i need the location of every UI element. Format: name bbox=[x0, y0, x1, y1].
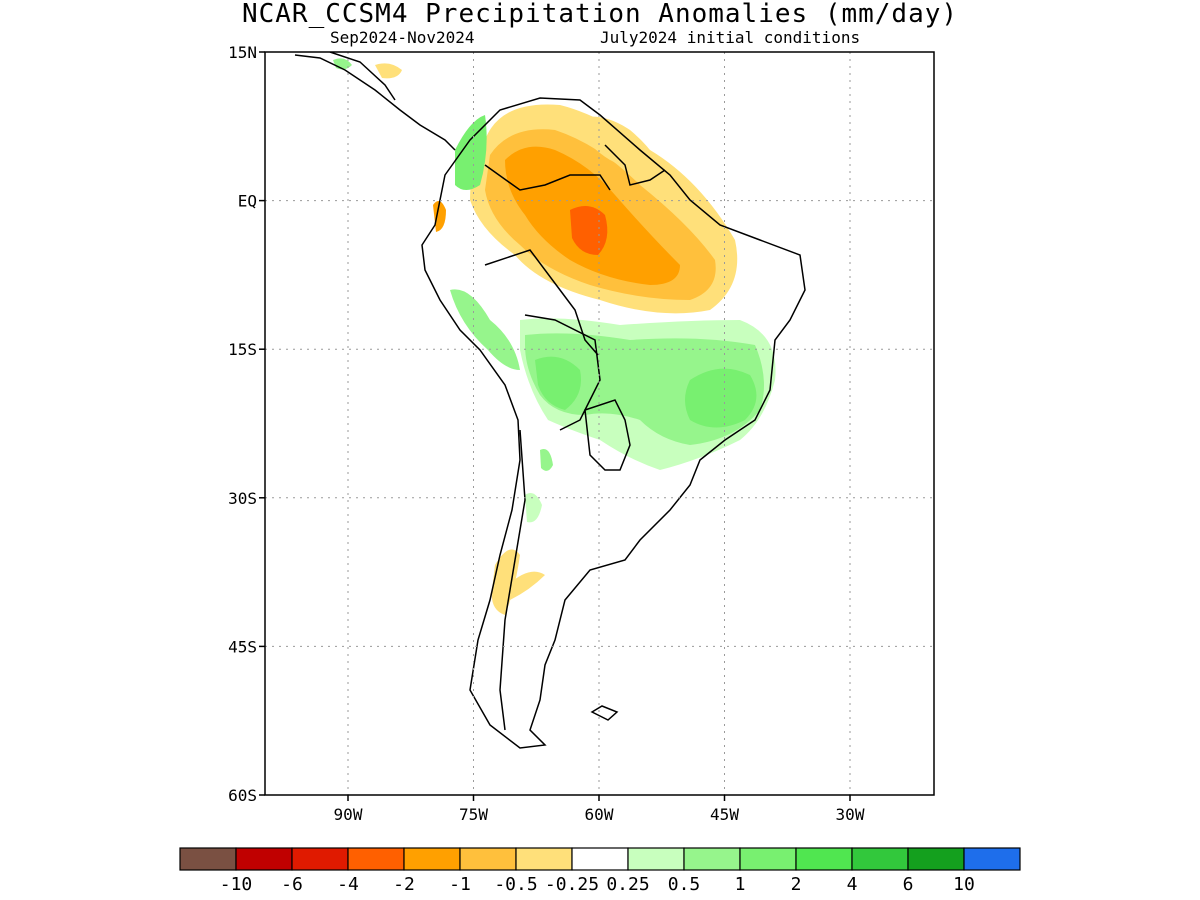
lat-tick-label: 45S bbox=[228, 637, 257, 656]
colorbar-swatch bbox=[571, 847, 629, 871]
wet-anomaly-uruguay bbox=[540, 449, 553, 471]
coastlines bbox=[294, 52, 806, 749]
lon-tick-label: 90W bbox=[334, 805, 363, 824]
lat-tick-label: 30S bbox=[228, 489, 257, 508]
dry-anomaly-central-america bbox=[375, 63, 402, 79]
lat-tick-label: 60S bbox=[228, 786, 257, 805]
colorbar-label: -0.25 bbox=[545, 874, 599, 895]
colorbar-swatch bbox=[179, 847, 237, 871]
colorbar-label: -1 bbox=[449, 874, 471, 895]
dry-anomaly-ecuador bbox=[433, 201, 446, 232]
colorbar-swatch bbox=[347, 847, 405, 871]
colorbar-label: 0.25 bbox=[606, 874, 649, 895]
colorbar-label: -2 bbox=[393, 874, 415, 895]
lat-tick-label: 15S bbox=[228, 340, 257, 359]
anomaly-shading bbox=[333, 58, 776, 615]
lat-tick-label: 15N bbox=[228, 43, 257, 62]
chart-title: NCAR_CCSM4 Precipitation Anomalies (mm/d… bbox=[241, 0, 959, 29]
lon-tick-label: 75W bbox=[459, 805, 488, 824]
peru-bolivia-border bbox=[484, 249, 599, 356]
wet-anomaly-strong-west bbox=[535, 356, 581, 410]
lat-tick-label: EQ bbox=[238, 192, 257, 211]
wet-anomaly-central-america bbox=[333, 58, 352, 70]
dry-anomaly-peak bbox=[570, 206, 608, 255]
colorbar-label: 6 bbox=[903, 874, 914, 895]
colorbar-label: 0.5 bbox=[668, 874, 701, 895]
paraguay-border bbox=[584, 399, 631, 471]
dry-anomaly-coastal bbox=[575, 116, 665, 180]
argentina-chile-border bbox=[499, 429, 526, 731]
falkland-islands bbox=[590, 705, 619, 721]
brazil-west-border bbox=[524, 314, 601, 431]
colorbar-swatch bbox=[907, 847, 965, 871]
colorbar-label: -0.5 bbox=[494, 874, 537, 895]
wet-anomaly-andes-peru bbox=[450, 289, 520, 370]
initial-conditions: July2024 initial conditions bbox=[600, 28, 861, 47]
colorbar-label: 10 bbox=[953, 874, 975, 895]
colorbar-swatch bbox=[851, 847, 909, 871]
wet-anomaly-strong-east bbox=[685, 368, 757, 428]
colorbar-swatch bbox=[795, 847, 853, 871]
gridlines bbox=[265, 52, 934, 795]
guyana-border bbox=[604, 144, 666, 186]
axis-ticks: 15N EQ 15S 30S 45S 60S 90W 75W 60W 45W 30W bbox=[228, 43, 865, 824]
colorbar-swatch bbox=[459, 847, 517, 871]
wet-anomaly-argentina bbox=[525, 492, 542, 523]
wet-anomaly-colombia bbox=[455, 115, 487, 190]
caribbean-coast bbox=[329, 52, 396, 101]
colorbar-label: -10 bbox=[220, 874, 253, 895]
colorbar-swatch bbox=[963, 847, 1021, 871]
dry-anomaly-chile bbox=[491, 549, 520, 615]
forecast-period: Sep2024-Nov2024 bbox=[330, 28, 475, 47]
lon-tick-label: 60W bbox=[585, 805, 614, 824]
colorbar-swatch bbox=[235, 847, 293, 871]
colorbar-swatch bbox=[515, 847, 573, 871]
colorbar-label: 4 bbox=[847, 874, 858, 895]
colorbar-swatch bbox=[739, 847, 797, 871]
colorbar-label: 2 bbox=[791, 874, 802, 895]
colorbar-label: -6 bbox=[281, 874, 303, 895]
colorbar-label: 1 bbox=[735, 874, 746, 895]
colorbar-swatch bbox=[291, 847, 349, 871]
central-america-coast bbox=[294, 54, 456, 151]
lon-tick-label: 45W bbox=[710, 805, 739, 824]
colorbar: -10 -6 -4 -2 -1 -0.5 -0.25 0.25 0.5 1 2 4 6 10 bbox=[179, 847, 1021, 895]
dry-anomaly-patagonia bbox=[508, 571, 545, 600]
colorbar-swatch bbox=[683, 847, 741, 871]
colorbar-swatch bbox=[403, 847, 461, 871]
venezuela-border bbox=[484, 164, 611, 191]
lon-tick-label: 30W bbox=[836, 805, 865, 824]
south-america-coast bbox=[421, 97, 806, 749]
colorbar-label: -4 bbox=[337, 874, 359, 895]
colorbar-swatch bbox=[627, 847, 685, 871]
